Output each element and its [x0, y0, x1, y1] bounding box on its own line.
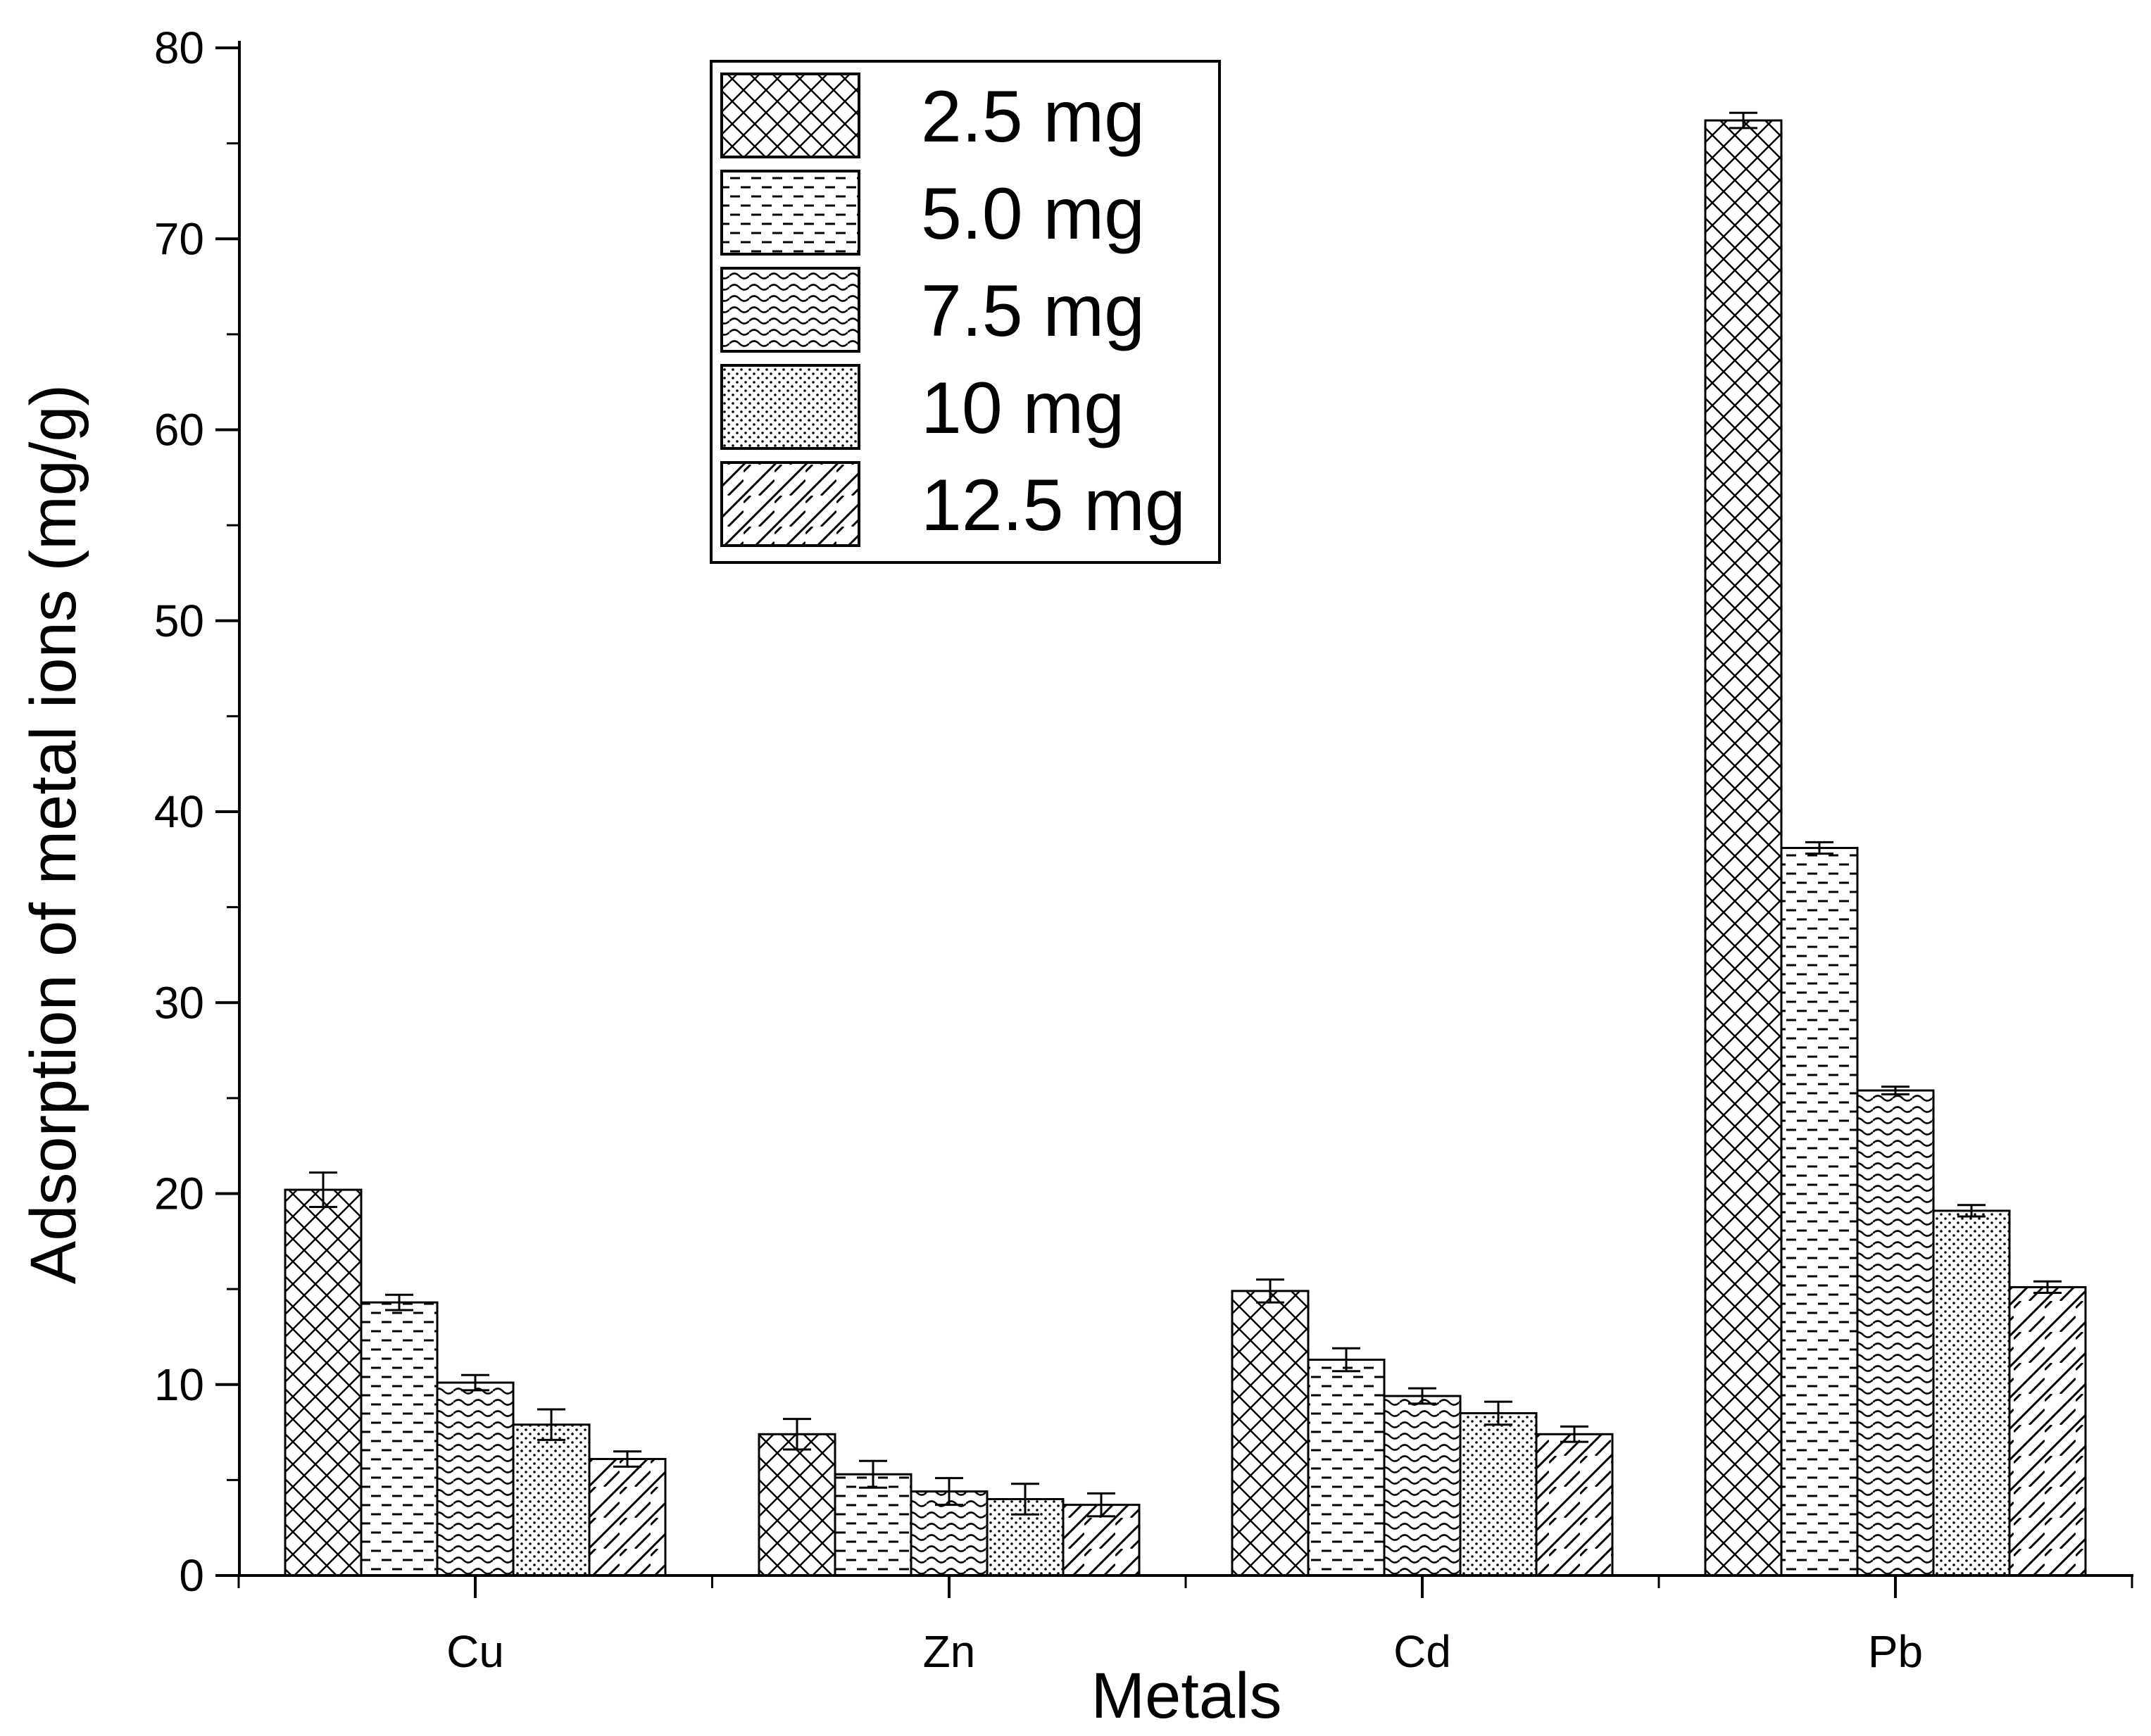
error-bar-pb-2 — [1881, 1086, 1909, 1095]
bar-zn-5-0-mg — [834, 1473, 913, 1577]
x-tick-label-zn: Zn — [923, 1626, 976, 1677]
bar-cd-12-5-mg — [1535, 1433, 1614, 1577]
bar-cd-2-5-mg — [1231, 1290, 1310, 1577]
bar-cu-10-mg — [512, 1423, 591, 1577]
bar-pb-2-5-mg — [1704, 119, 1783, 1577]
y-tick-label: 50 — [154, 596, 204, 646]
y-tick-label: 10 — [154, 1359, 204, 1410]
y-tick-label: 20 — [154, 1169, 204, 1219]
error-bar-cu-0 — [309, 1171, 337, 1208]
x-tick-label-cd: Cd — [1393, 1626, 1451, 1677]
y-tick-label: 80 — [154, 23, 204, 73]
legend-swatch — [720, 170, 860, 256]
legend-swatch — [720, 364, 860, 450]
error-bar-zn-2 — [935, 1477, 963, 1507]
x-axis-title: Metals — [1091, 1660, 1282, 1732]
legend-label: 12.5 mg — [921, 465, 1186, 546]
error-bar-cu-4 — [613, 1450, 641, 1468]
legend-item-0: 2.5 mg — [720, 73, 1145, 158]
axes: 0 10 20 30 40 50 60 70 80 Cu Zn Cd Pb — [154, 23, 2133, 1677]
bar-pb-10-mg — [1932, 1209, 2011, 1577]
y-tick-label: 70 — [154, 213, 204, 264]
error-bar-pb-3 — [1957, 1204, 1986, 1218]
legend-item-4: 12.5 mg — [720, 461, 1186, 547]
legend-label: 5.0 mg — [921, 173, 1145, 255]
bar-cd-7-5-mg — [1383, 1395, 1462, 1577]
bar-pb-7-5-mg — [1856, 1089, 1935, 1577]
legend-item-1: 5.0 mg — [720, 170, 1145, 256]
error-bar-cd-2 — [1408, 1387, 1436, 1405]
y-tick-label: 40 — [154, 786, 204, 837]
error-bar-zn-4 — [1087, 1492, 1115, 1518]
bar-cu-2-5-mg — [284, 1188, 363, 1577]
bar-cd-10-mg — [1459, 1411, 1538, 1577]
error-bar-cd-1 — [1332, 1347, 1360, 1373]
error-bar-zn-1 — [859, 1459, 887, 1489]
x-tick-label-cu: Cu — [446, 1626, 504, 1677]
bar-cu-12-5-mg — [588, 1458, 667, 1577]
legend-item-3: 10 mg — [720, 364, 1124, 450]
legend-label: 10 mg — [921, 367, 1124, 449]
x-tick-label-pb: Pb — [1868, 1626, 1923, 1677]
plot-area — [284, 111, 2087, 1577]
error-bar-cd-0 — [1256, 1278, 1284, 1304]
legend: 2.5 mg 5.0 mg 7.5 mg 10 mg 12.5 mg — [710, 60, 1221, 564]
error-bar-pb-0 — [1729, 111, 1757, 130]
y-tick-label: 0 — [179, 1550, 204, 1601]
bar-pb-12-5-mg — [2008, 1285, 2087, 1577]
legend-swatch — [720, 73, 860, 158]
error-bar-pb-4 — [2033, 1280, 2062, 1295]
y-tick-label: 30 — [154, 977, 204, 1028]
bar-cu-5-0-mg — [360, 1301, 439, 1577]
y-axis-title: Adsorption of metal ions (mg/g) — [18, 384, 89, 1284]
error-bar-cu-2 — [461, 1373, 489, 1392]
error-bar-pb-1 — [1805, 841, 1833, 855]
bar-cd-5-0-mg — [1307, 1358, 1386, 1577]
error-bar-cu-1 — [385, 1293, 413, 1312]
y-tick-label: 60 — [154, 405, 204, 455]
legend-label: 2.5 mg — [921, 76, 1145, 158]
legend-swatch — [720, 461, 860, 547]
legend-item-2: 7.5 mg — [720, 267, 1145, 353]
error-bar-cd-4 — [1560, 1425, 1588, 1443]
bar-pb-5-0-mg — [1780, 847, 1859, 1577]
bar-cu-7-5-mg — [436, 1381, 515, 1577]
legend-swatch — [720, 267, 860, 353]
legend-label: 7.5 mg — [921, 270, 1145, 352]
bar-zn-2-5-mg — [758, 1433, 836, 1577]
error-bar-zn-0 — [783, 1418, 811, 1451]
error-bar-zn-3 — [1011, 1483, 1039, 1516]
error-bar-cd-3 — [1484, 1400, 1512, 1426]
error-bar-cu-3 — [537, 1408, 565, 1441]
